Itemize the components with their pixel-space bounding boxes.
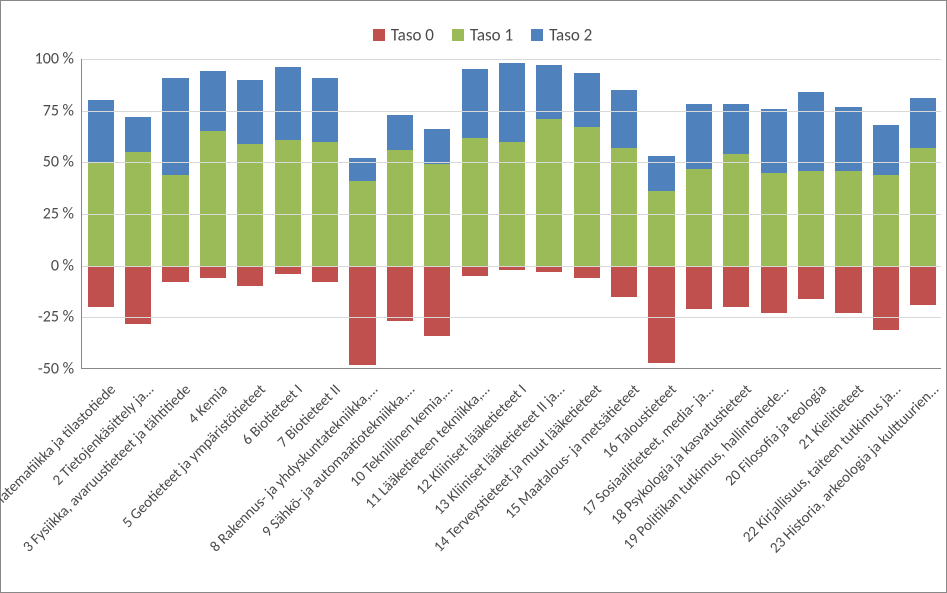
bar-taso1 xyxy=(611,148,637,266)
bar-taso2 xyxy=(200,71,226,131)
bar-taso2 xyxy=(312,78,338,142)
bar-taso2 xyxy=(237,80,263,144)
bar-taso2 xyxy=(125,117,151,152)
y-tick-label: 75 % xyxy=(12,101,74,120)
bar-taso2 xyxy=(424,129,450,164)
bar-taso2 xyxy=(873,125,899,175)
bar-taso2 xyxy=(162,78,188,175)
bar-taso2 xyxy=(611,90,637,148)
bar-taso1 xyxy=(686,169,712,266)
y-tick-label: 25 % xyxy=(12,205,74,224)
bar-taso2 xyxy=(835,107,861,171)
legend-label: Taso 1 xyxy=(470,24,513,45)
bar-taso1 xyxy=(349,181,375,266)
gridline xyxy=(82,111,941,112)
bar-taso0 xyxy=(125,266,151,324)
bar-taso0 xyxy=(387,266,413,322)
bar-taso1 xyxy=(162,175,188,266)
bar-taso1 xyxy=(462,138,488,266)
y-tick-label: 0 % xyxy=(12,256,74,275)
bar-taso1 xyxy=(574,127,600,265)
chart-container: { "chart": { "type": "stacked-bar-diverg… xyxy=(0,0,947,593)
bar-taso1 xyxy=(648,191,674,265)
bar-taso2 xyxy=(88,100,114,162)
legend: Taso 0 Taso 1 Taso 2 xyxy=(1,23,946,45)
legend-swatch xyxy=(373,29,385,41)
bar-taso1 xyxy=(125,152,151,266)
y-tick-label: -50 % xyxy=(12,360,74,379)
bar-taso0 xyxy=(162,266,188,283)
bar-taso2 xyxy=(499,63,525,142)
bar-taso1 xyxy=(275,140,301,266)
bar-taso0 xyxy=(88,266,114,307)
legend-label: Taso 2 xyxy=(549,24,592,45)
bar-taso2 xyxy=(387,115,413,150)
x-tick-label: 1 Matematiikka ja tilastotiede xyxy=(0,381,120,522)
gridline xyxy=(82,266,941,267)
bar-taso2 xyxy=(798,92,824,171)
legend-swatch xyxy=(531,29,543,41)
gridline xyxy=(82,214,941,215)
gridline xyxy=(82,59,941,60)
gridline xyxy=(82,162,941,163)
y-tick-label: 50 % xyxy=(12,153,74,172)
bar-taso1 xyxy=(424,164,450,265)
bar-taso1 xyxy=(200,131,226,265)
bar-taso2 xyxy=(574,73,600,127)
bar-taso2 xyxy=(462,69,488,137)
legend-label: Taso 0 xyxy=(391,24,434,45)
bar-taso1 xyxy=(761,173,787,266)
bar-taso2 xyxy=(910,98,936,148)
bar-taso2 xyxy=(723,104,749,154)
bar-taso1 xyxy=(798,171,824,266)
legend-swatch xyxy=(452,29,464,41)
bar-taso2 xyxy=(275,67,301,139)
y-tick-label: -25 % xyxy=(12,308,74,327)
bar-taso2 xyxy=(686,104,712,168)
bar-taso1 xyxy=(835,171,861,266)
y-tick-label: 100 % xyxy=(12,50,74,69)
